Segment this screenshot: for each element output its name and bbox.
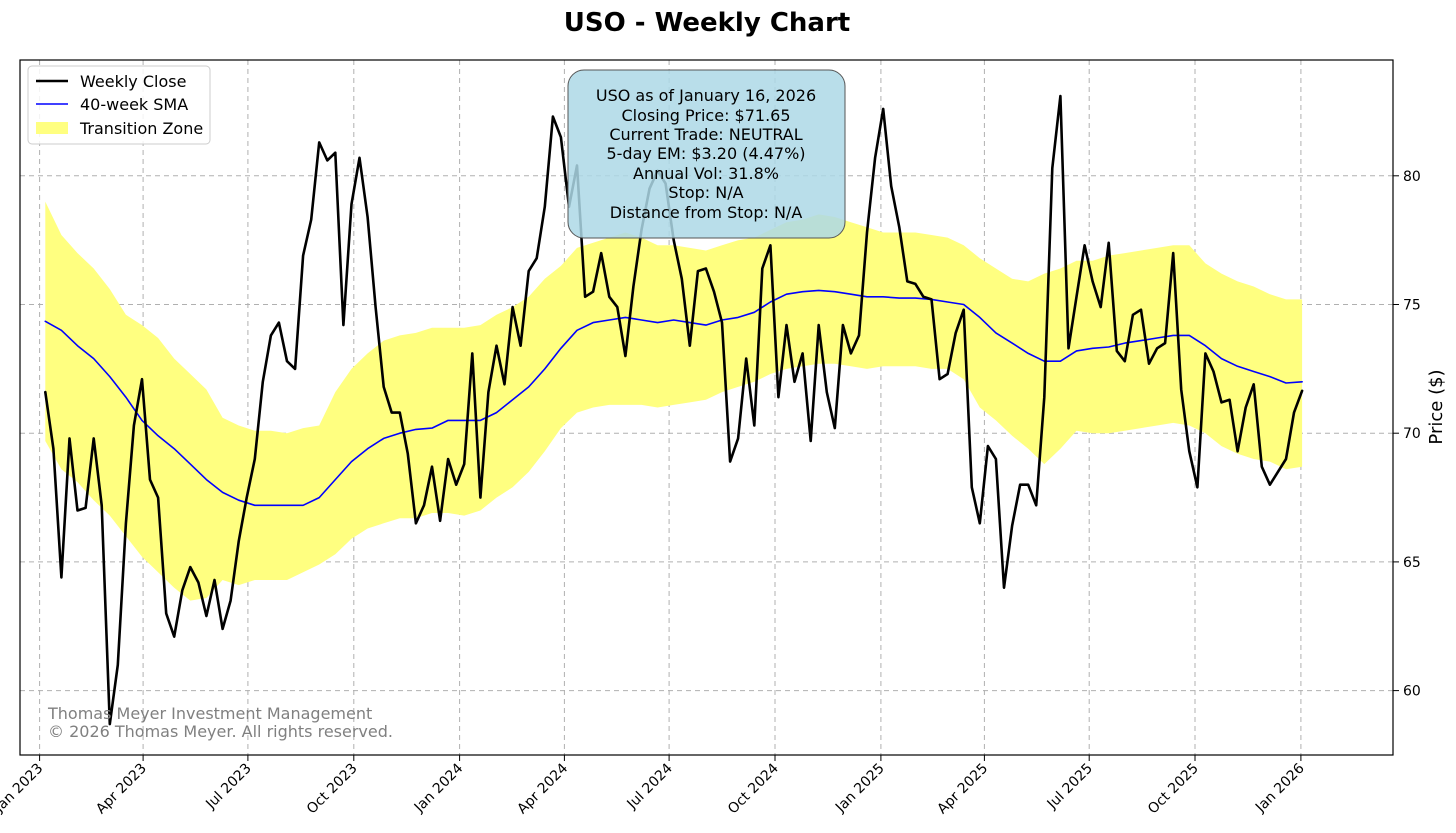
- legend-entry-transition-zone: Transition Zone: [79, 119, 203, 138]
- info-line-current-trade: Current Trade: NEUTRAL: [609, 125, 802, 144]
- legend-entry-weekly-close: Weekly Close: [80, 72, 186, 91]
- x-axis: Jan 2023 Apr 2023 Jul 2023 Oct 2023 Jan 2024…: [0, 755, 1308, 817]
- y-axis-label: Price ($): [1426, 369, 1447, 444]
- x-tick-label: Jul 2023: [202, 761, 254, 813]
- x-tick-label: Oct 2025: [1145, 761, 1202, 818]
- legend-swatch-transition-zone: [36, 122, 68, 134]
- x-tick-label: Apr 2023: [93, 761, 150, 818]
- info-line-closing-price: Closing Price: $71.65: [621, 106, 790, 125]
- info-box: USO as of January 16, 2026 Closing Price…: [567, 69, 846, 239]
- info-line-stop: Stop: N/A: [668, 183, 743, 202]
- info-line-annual-vol: Annual Vol: 31.8%: [633, 164, 779, 183]
- x-tick-label: Jan 2024: [411, 760, 467, 816]
- x-tick-label: Jan 2023: [0, 761, 46, 817]
- x-tick-label: Jul 2024: [624, 760, 676, 812]
- x-tick-label: Jan 2025: [832, 761, 888, 817]
- y-tick-label: 70: [1403, 426, 1421, 442]
- x-tick-label: Jan 2026: [1252, 760, 1308, 816]
- info-line-as-of: USO as of January 16, 2026: [596, 86, 816, 105]
- y-tick-label: 60: [1403, 684, 1421, 700]
- y-tick-label: 65: [1403, 555, 1421, 571]
- series-weekly-close: [44, 94, 1304, 726]
- info-box-frame: [567, 69, 846, 239]
- legend-entry-sma: 40-week SMA: [80, 95, 188, 114]
- line-layer: [44, 94, 1304, 726]
- series-sma-40-week: [44, 289, 1303, 507]
- legend-frame: [27, 65, 211, 145]
- info-line-expected-move: 5-day EM: $3.20 (4.47%): [606, 144, 805, 163]
- x-tick-label: Oct 2024: [725, 760, 782, 817]
- info-line-distance-from-stop: Distance from Stop: N/A: [610, 203, 803, 222]
- band-layer: [45, 201, 1303, 601]
- x-tick-label: Oct 2023: [304, 761, 361, 818]
- footer-copyright: © 2026 Thomas Meyer. All rights reserved…: [48, 722, 393, 741]
- y-tick-label: 75: [1403, 298, 1421, 314]
- x-tick-label: Apr 2024: [514, 760, 571, 817]
- chart-title: USO - Weekly Chart: [564, 8, 850, 38]
- series-transition-zone: [45, 201, 1303, 601]
- footer-company: Thomas Meyer Investment Management: [47, 704, 372, 723]
- footer: Thomas Meyer Investment Management © 202…: [47, 704, 393, 741]
- plot-frame: [19, 59, 1394, 756]
- y-axis: 60 65 70 75 80: [1393, 169, 1421, 700]
- x-tick-label: Apr 2025: [934, 761, 991, 818]
- y-tick-label: 80: [1403, 169, 1421, 185]
- x-tick-label: Jul 2025: [1044, 761, 1096, 813]
- legend: Weekly Close 40-week SMA Transition Zone: [27, 65, 211, 145]
